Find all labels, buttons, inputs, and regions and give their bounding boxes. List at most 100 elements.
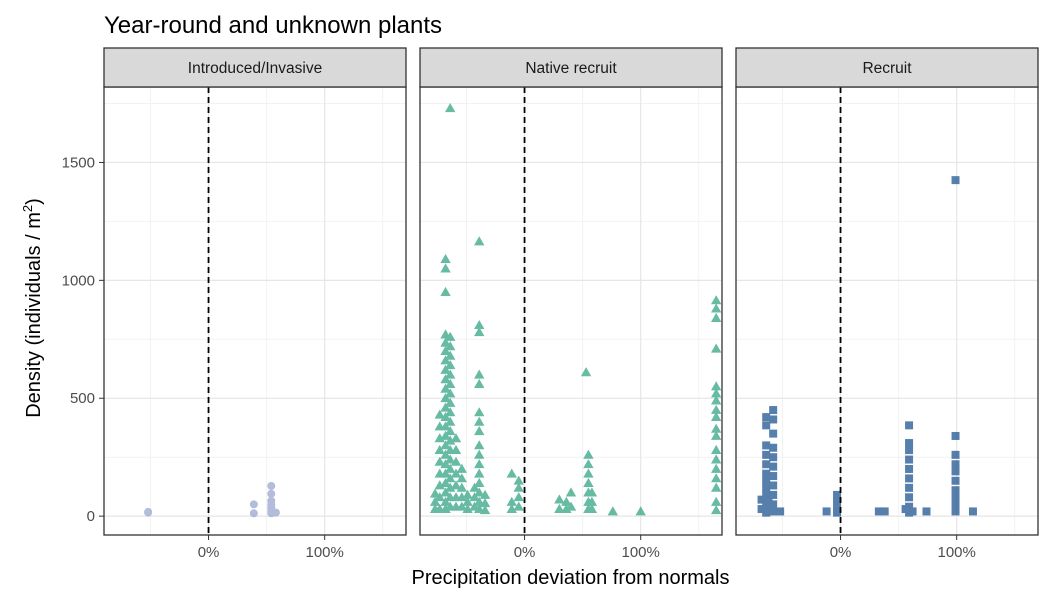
- x-tick-label: 0%: [830, 544, 852, 561]
- data-point: [762, 476, 771, 485]
- data-point: [762, 483, 771, 492]
- data-point: [905, 474, 914, 483]
- data-point: [769, 429, 778, 438]
- data-point: [440, 459, 451, 469]
- data-point: [880, 507, 889, 516]
- data-point: [951, 467, 960, 476]
- data-point: [462, 489, 473, 499]
- facet-strip: [419, 47, 723, 88]
- data-point: [249, 500, 258, 509]
- data-point: [565, 487, 577, 497]
- data-point: [445, 378, 456, 388]
- data-point: [710, 295, 722, 305]
- data-point: [440, 345, 451, 355]
- data-point: [710, 388, 722, 398]
- data-point: [445, 407, 456, 417]
- y-axis-title-suffix: ): [23, 198, 45, 205]
- panel-native-recruit: Native recruit 0% 100%: [419, 47, 723, 561]
- data-point: [554, 503, 565, 513]
- data-point: [450, 468, 462, 478]
- data-point: [474, 449, 485, 459]
- data-point: [513, 475, 524, 485]
- data-point: [479, 489, 491, 499]
- data-point: [506, 496, 517, 506]
- data-point: [479, 497, 491, 508]
- data-point: [586, 503, 598, 513]
- data-point: [271, 508, 280, 517]
- data-point: [445, 482, 456, 492]
- data-point: [710, 395, 722, 405]
- data-point: [479, 505, 491, 515]
- data-point: [951, 176, 960, 185]
- data-point: [440, 411, 451, 422]
- data-point: [440, 364, 451, 374]
- data-point: [434, 480, 445, 490]
- data-point: [951, 431, 960, 440]
- data-point: [908, 507, 917, 516]
- data-point: [474, 440, 485, 450]
- data-point: [905, 439, 914, 448]
- data-point: [474, 459, 485, 469]
- data-point: [951, 486, 960, 495]
- data-point: [434, 456, 445, 466]
- data-point: [565, 501, 577, 511]
- data-point: [450, 480, 462, 490]
- x-tick-label: 100%: [622, 544, 660, 561]
- data-point: [445, 341, 456, 351]
- data-point: [905, 464, 914, 473]
- data-point: [450, 456, 462, 466]
- data-point: [762, 441, 771, 450]
- data-point: [434, 468, 445, 478]
- data-point: [513, 482, 524, 492]
- data-point: [905, 421, 914, 430]
- x-tick-label: 100%: [938, 544, 976, 561]
- data-point: [513, 492, 524, 502]
- y-axis-title: Density (individuals / m2): [20, 198, 45, 418]
- data-point: [445, 435, 456, 445]
- data-point: [469, 492, 480, 502]
- data-point: [762, 460, 771, 469]
- data-point: [456, 492, 468, 502]
- data-point: [769, 507, 778, 516]
- data-point: [267, 481, 276, 490]
- data-point: [968, 507, 977, 516]
- data-point: [440, 355, 451, 365]
- data-point: [586, 487, 598, 497]
- data-point: [583, 459, 594, 469]
- data-point: [905, 446, 914, 455]
- data-point: [710, 482, 722, 492]
- data-point: [757, 505, 766, 514]
- data-point: [561, 496, 572, 506]
- data-point: [474, 407, 485, 417]
- facet-strip: [103, 47, 407, 88]
- data-point: [762, 421, 771, 430]
- y-tick-label: 500: [70, 390, 95, 407]
- data-point: [951, 507, 960, 516]
- facet-strip-label: Recruit: [862, 60, 912, 77]
- data-point: [905, 455, 914, 464]
- data-point: [450, 444, 462, 455]
- data-point: [474, 477, 485, 488]
- data-point: [710, 473, 722, 483]
- data-point: [434, 492, 445, 502]
- data-point: [456, 473, 468, 483]
- data-point: [267, 489, 276, 498]
- data-point: [445, 416, 456, 426]
- data-point: [922, 507, 931, 516]
- data-point: [506, 468, 517, 478]
- data-point: [769, 500, 778, 509]
- data-point: [445, 454, 456, 464]
- data-point: [506, 503, 517, 513]
- data-point: [469, 501, 480, 511]
- data-point: [474, 426, 485, 436]
- data-point: [769, 472, 778, 481]
- data-point: [905, 483, 914, 492]
- x-tick-label: 0%: [514, 544, 536, 561]
- panel-recruit: Recruit 0% 100%: [735, 47, 1039, 561]
- data-point: [583, 449, 594, 459]
- data-point: [710, 463, 722, 473]
- data-point: [440, 430, 451, 440]
- data-point: [769, 453, 778, 462]
- data-point: [710, 430, 722, 440]
- data-point: [462, 503, 473, 513]
